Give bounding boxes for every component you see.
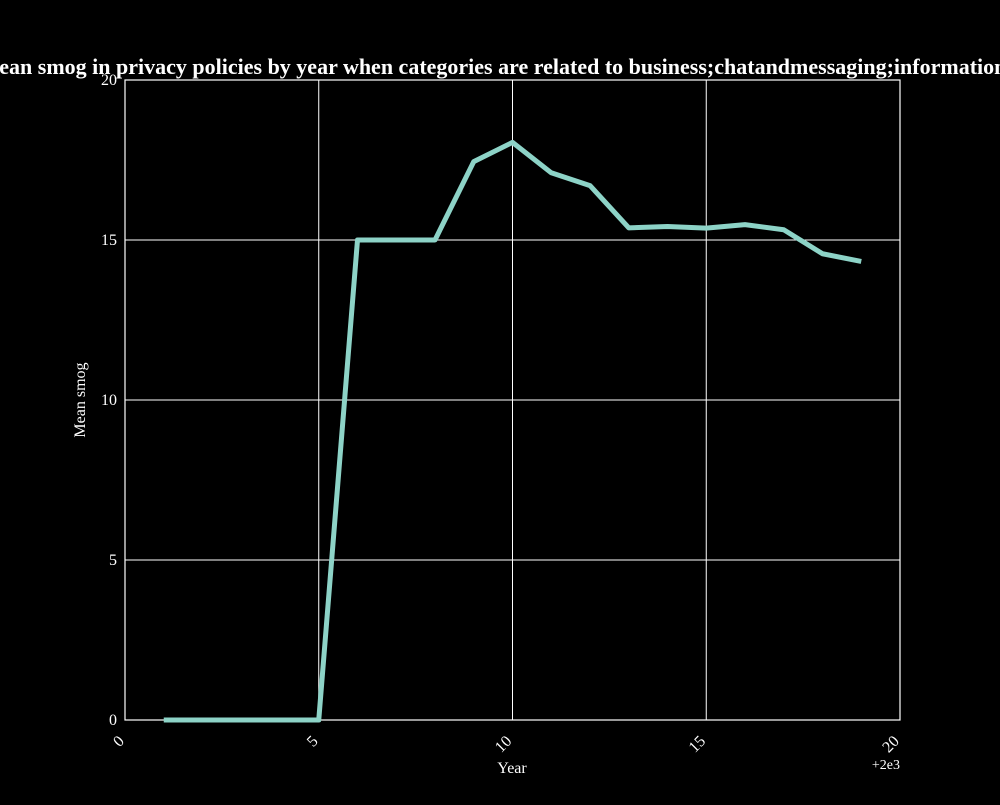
x-axis-label: Year [497, 760, 527, 777]
x-tick-label: 5 [304, 733, 322, 751]
y-axis-label: Mean smog [72, 362, 89, 437]
x-tick-label: 15 [686, 733, 709, 756]
y-tick-label: 5 [109, 552, 117, 569]
x-tick-label: 10 [492, 733, 515, 756]
x-tick-label: 20 [879, 733, 902, 756]
y-tick-label: 15 [101, 232, 117, 249]
x-axis-ticks: 0 5 10 15 20 [110, 733, 903, 756]
y-tick-label: 10 [101, 392, 117, 409]
y-tick-label: 0 [109, 712, 117, 729]
x-tick-label: 0 [110, 733, 128, 751]
chart-title: Mean smog in privacy policies by year wh… [0, 54, 1000, 79]
x-axis-offset-label: +2e3 [872, 758, 900, 773]
